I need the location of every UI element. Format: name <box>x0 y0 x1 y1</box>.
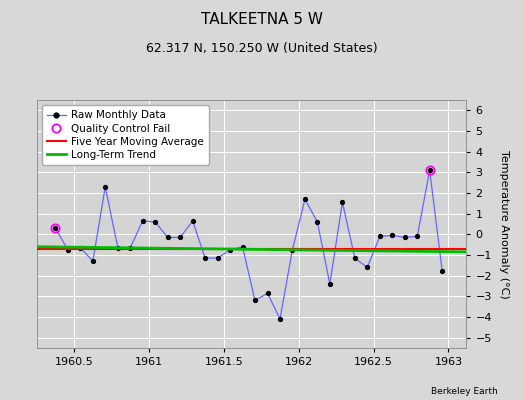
Legend: Raw Monthly Data, Quality Control Fail, Five Year Moving Average, Long-Term Tren: Raw Monthly Data, Quality Control Fail, … <box>42 105 209 165</box>
Y-axis label: Temperature Anomaly (°C): Temperature Anomaly (°C) <box>498 150 509 298</box>
Text: 62.317 N, 150.250 W (United States): 62.317 N, 150.250 W (United States) <box>146 42 378 55</box>
Text: Berkeley Earth: Berkeley Earth <box>431 387 498 396</box>
Text: TALKEETNA 5 W: TALKEETNA 5 W <box>201 12 323 27</box>
